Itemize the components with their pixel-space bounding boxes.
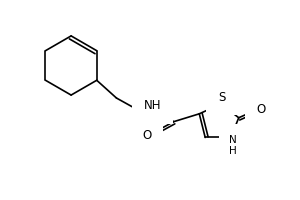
Text: S: S [218,91,226,104]
Text: O: O [257,103,266,116]
Text: N
H: N H [229,135,237,156]
Text: NH: NH [144,99,162,112]
Text: O: O [142,129,152,142]
